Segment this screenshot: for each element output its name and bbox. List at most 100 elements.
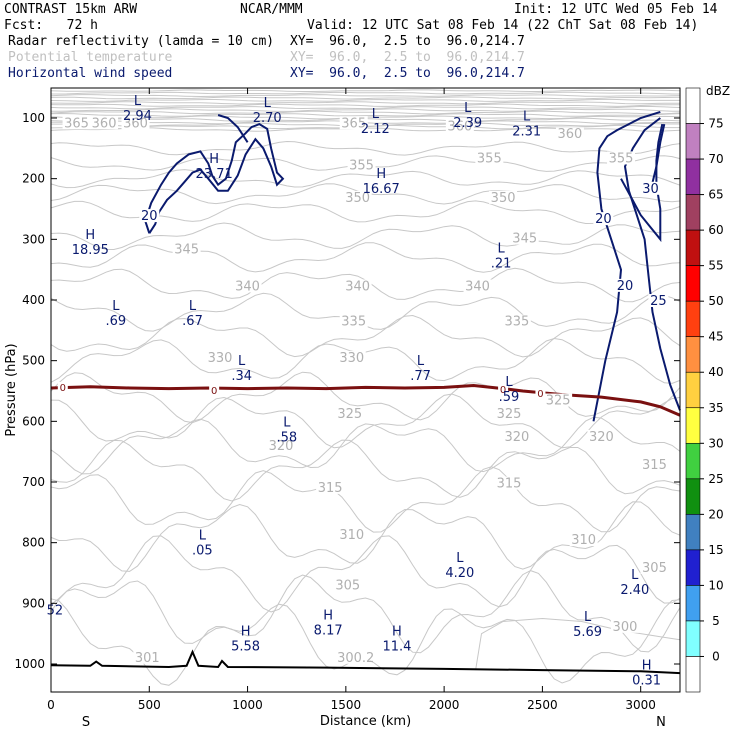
theta-contour <box>51 101 680 105</box>
x-tick-label: 2500 <box>527 698 558 712</box>
x-tick-label: 0 <box>47 698 55 712</box>
wind-label: 20 <box>595 212 612 227</box>
theta-contours <box>50 89 681 686</box>
theta-contour <box>50 94 681 98</box>
y-axis-title: Pressure (hPa) <box>4 343 19 436</box>
theta-label-bg <box>339 116 368 130</box>
extremum-symbol: H <box>323 609 333 624</box>
theta-label-bg <box>510 231 539 245</box>
theta-label-bg <box>502 314 531 328</box>
theta-label: 340 <box>465 279 490 294</box>
theta-label: 320 <box>504 430 529 445</box>
extremum-symbol: H <box>85 228 95 243</box>
colorbar-segment <box>685 229 701 266</box>
theta-label: 345 <box>174 242 199 257</box>
south-label: S <box>82 715 90 730</box>
theta-label: 310 <box>571 533 596 548</box>
extremum-symbol: L <box>523 109 531 124</box>
theta-label: 360 <box>92 116 117 131</box>
colorbar-segment <box>685 87 701 124</box>
colorbar-level: 10 <box>708 578 723 592</box>
theta-label-bg <box>544 393 573 407</box>
extremum-value: 18.95 <box>72 243 109 258</box>
y-tick-label: 900 <box>22 596 45 610</box>
theta-label-bg <box>555 127 584 141</box>
extremum-value: 11.4 <box>382 639 411 654</box>
freeze-label-bg <box>535 388 546 399</box>
extremum-value: .67 <box>182 314 203 329</box>
extremum-value: .58 <box>277 431 298 446</box>
theta-label-bg <box>206 351 235 365</box>
theta-label-bg <box>494 406 523 420</box>
theta-label: 300.2 <box>337 651 374 666</box>
extremum-symbol: L <box>189 299 197 314</box>
colorbar-level: 30 <box>708 436 723 450</box>
freeze-label-bg <box>57 381 68 392</box>
wind-speed-contour <box>217 114 249 143</box>
theta-contour <box>50 112 681 117</box>
extremum-symbol: L <box>456 551 464 566</box>
extremum-value: 4.20 <box>445 566 474 581</box>
theta-label: 310 <box>339 528 364 543</box>
extremum-value: 2.94 <box>123 109 152 124</box>
theta-label: 365 <box>64 116 89 131</box>
wind-label: 20 <box>617 279 634 294</box>
theta-label-bg <box>343 190 372 204</box>
theta-contour <box>50 416 681 475</box>
theta-label: 315 <box>642 458 667 473</box>
theta-contour <box>50 89 681 92</box>
theta-contour <box>50 439 681 502</box>
theta-label: 301 <box>135 651 160 666</box>
extremum-symbol: L <box>112 299 120 314</box>
extremum-symbol: L <box>264 96 272 111</box>
theta-label-bg <box>475 151 504 165</box>
theta-contour <box>50 371 681 424</box>
theta-label-bg <box>587 429 616 443</box>
theta-label-bg <box>445 119 474 133</box>
theta-label-bg <box>121 116 150 130</box>
colorbar-level: 60 <box>708 223 723 237</box>
theta-contour <box>50 393 681 449</box>
freeze-label: 0 <box>500 385 506 396</box>
theta-label-bg <box>316 480 345 494</box>
theta-label: 340 <box>345 279 370 294</box>
theta-contour <box>50 222 681 251</box>
x-axis-title: Distance (km) <box>320 714 411 729</box>
extremum-symbol: H <box>241 624 251 639</box>
theta-label-bg <box>339 314 368 328</box>
extremum-value: 2.70 <box>253 111 282 126</box>
theta-label-bg <box>341 650 370 664</box>
colorbar-segment <box>685 265 701 302</box>
wind-label-bg <box>593 212 614 226</box>
freezing-line <box>50 383 681 417</box>
extremum-value: 16.67 <box>363 182 400 197</box>
theta-label-bg <box>62 116 91 130</box>
wind-label-bg <box>614 278 635 292</box>
theta-label: 325 <box>497 407 522 422</box>
colorbar-level: 25 <box>708 472 723 486</box>
y-tick-label: 400 <box>22 293 45 307</box>
wind-contours <box>144 110 681 422</box>
wind-label-bg <box>640 181 661 195</box>
colorbar-segment <box>685 300 701 338</box>
theta-label: 315 <box>497 477 522 492</box>
extremum-value: .77 <box>410 369 431 384</box>
y-tick-label: 200 <box>22 172 45 186</box>
theta-label: 340 <box>235 279 260 294</box>
extremum-value: .21 <box>491 257 512 272</box>
x-tick-label: 2000 <box>429 698 460 712</box>
theta-label-bg <box>347 158 376 172</box>
theta-label: 350 <box>491 191 516 206</box>
theta-label-bg <box>333 578 362 592</box>
theta-contour <box>50 105 681 110</box>
y-tick-label: 1000 <box>14 657 45 671</box>
theta-label-bg <box>172 242 201 256</box>
extremum-value: 8.17 <box>314 624 343 639</box>
colorbar-level: 45 <box>708 330 723 344</box>
theta-label-bg <box>569 533 598 547</box>
forecast-hour: Fcst: 72 h <box>4 18 98 33</box>
extremum-symbol: H <box>642 658 652 673</box>
extremum-symbol: L <box>498 242 506 257</box>
theta-label-bg <box>233 279 262 293</box>
theta-contour <box>50 103 681 107</box>
